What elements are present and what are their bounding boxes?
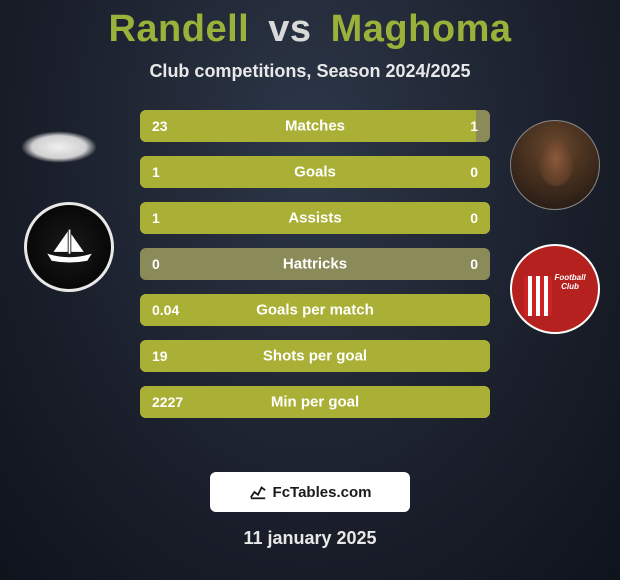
- stat-label: Goals per match: [140, 302, 490, 319]
- player1-club-badge: [24, 202, 114, 292]
- player2-avatar: [510, 120, 600, 210]
- subtitle: Club competitions, Season 2024/2025: [0, 61, 620, 82]
- club-text-line2: Club: [561, 282, 579, 291]
- stat-row: 10Assists: [140, 202, 490, 234]
- stat-label: Matches: [140, 118, 490, 135]
- source-text: FcTables.com: [273, 484, 372, 501]
- stat-row: 0.04Goals per match: [140, 294, 490, 326]
- stat-row: 2227Min per goal: [140, 386, 490, 418]
- player2-name: Maghoma: [331, 8, 512, 50]
- comparison-content: Football Club 231Matches 10Goals 10Assists…: [0, 110, 620, 450]
- stat-row: 10Goals: [140, 156, 490, 188]
- stat-label: Assists: [140, 210, 490, 227]
- source-badge[interactable]: FcTables.com: [210, 472, 410, 512]
- plymouth-boat-icon: [42, 227, 97, 267]
- stat-label: Shots per goal: [140, 348, 490, 365]
- player1-name: Randell: [108, 8, 249, 50]
- player2-club-badge: Football Club: [510, 244, 600, 334]
- chart-icon: [249, 483, 267, 501]
- stat-row: 19Shots per goal: [140, 340, 490, 372]
- club-text-line1: Football: [554, 273, 585, 282]
- vs-text: vs: [268, 8, 311, 50]
- comparison-title: Randell vs Maghoma: [0, 0, 620, 51]
- stat-label: Hattricks: [140, 256, 490, 273]
- stat-row: 231Matches: [140, 110, 490, 142]
- stat-row: 00Hattricks: [140, 248, 490, 280]
- brentford-stripes-icon: [524, 276, 552, 316]
- stat-label: Goals: [140, 164, 490, 181]
- stat-label: Min per goal: [140, 394, 490, 411]
- date-text: 11 january 2025: [0, 528, 620, 549]
- player1-avatar: [14, 102, 104, 192]
- brentford-text: Football Club: [552, 274, 588, 292]
- stat-bars-container: 231Matches 10Goals 10Assists 00Hattricks 0.0…: [140, 110, 490, 432]
